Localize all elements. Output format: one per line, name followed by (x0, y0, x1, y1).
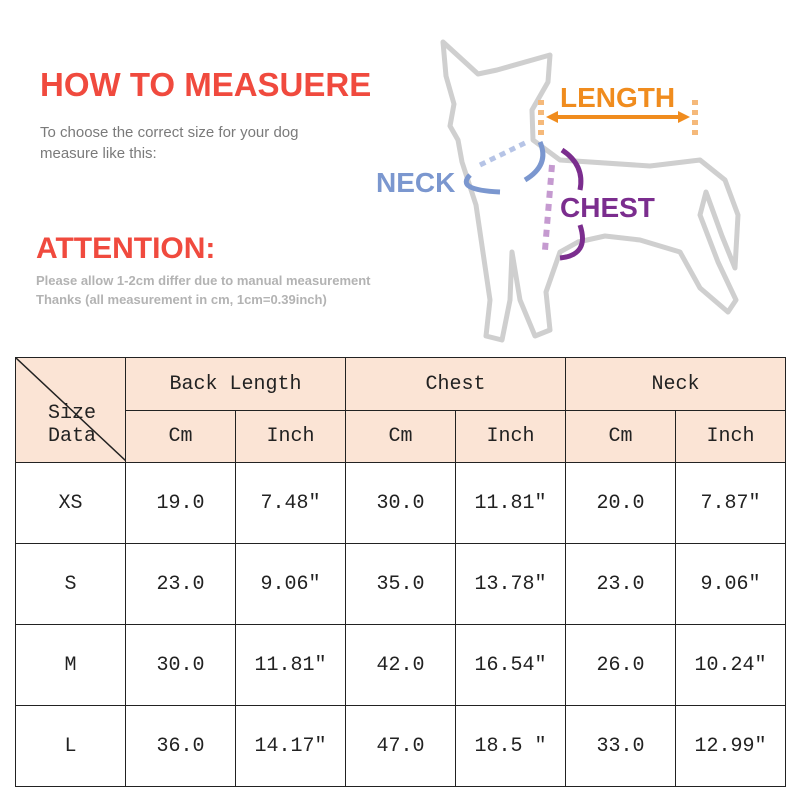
dog-outline (440, 39, 741, 343)
value-cell: 16.54″ (455, 624, 566, 706)
value-cell: 23.0 (565, 543, 676, 625)
size-chart-table: Size Data Back Length Chest Neck Cm Inch C… (15, 357, 786, 787)
page-title: HOW TO MEASUERE (40, 66, 372, 103)
length-label: LENGTH (560, 82, 675, 113)
note-line-2: Thanks (all measurement in cm, 1cm=0.39i… (36, 292, 327, 307)
corner-label: Size Data (47, 402, 96, 448)
value-cell: 12.99″ (675, 705, 786, 787)
unit-header: Cm (565, 410, 676, 463)
table-row: M 30.0 11.81″ 42.0 16.54″ 26.0 10.24″ (15, 624, 786, 706)
unit-header: Cm (345, 410, 456, 463)
value-cell: 30.0 (345, 462, 456, 544)
value-cell: 13.78″ (455, 543, 566, 625)
value-cell: 19.0 (125, 462, 236, 544)
size-cell: L (15, 705, 126, 787)
group-header-neck: Neck (565, 357, 786, 411)
size-cell: XS (15, 462, 126, 544)
value-cell: 47.0 (345, 705, 456, 787)
subtitle-line-2: measure like this: (40, 145, 157, 162)
value-cell: 7.48″ (235, 462, 346, 544)
size-cell: S (15, 543, 126, 625)
value-cell: 35.0 (345, 543, 456, 625)
table-row: XS 19.0 7.48″ 30.0 11.81″ 20.0 7.87″ (15, 462, 786, 544)
value-cell: 33.0 (565, 705, 676, 787)
table-row: S 23.0 9.06″ 35.0 13.78″ 23.0 9.06″ (15, 543, 786, 625)
value-cell: 14.17″ (235, 705, 346, 787)
value-cell: 11.81″ (235, 624, 346, 706)
table-row: L 36.0 14.17″ 47.0 18.5 ″ 33.0 12.99″ (15, 705, 786, 787)
value-cell: 18.5 ″ (455, 705, 566, 787)
dog-measurement-diagram: LENGTH NECK CHEST (376, 39, 741, 343)
neck-marker (463, 140, 546, 195)
size-cell: M (15, 624, 126, 706)
value-cell: 9.06″ (235, 543, 346, 625)
chest-marker (542, 147, 585, 261)
neck-label: NECK (376, 167, 455, 198)
unit-header: Cm (125, 410, 236, 463)
value-cell: 23.0 (125, 543, 236, 625)
value-cell: 42.0 (345, 624, 456, 706)
value-cell: 36.0 (125, 705, 236, 787)
unit-header: Inch (235, 410, 346, 463)
group-header-chest: Chest (345, 357, 566, 411)
value-cell: 30.0 (125, 624, 236, 706)
value-cell: 20.0 (565, 462, 676, 544)
group-header-back-length: Back Length (125, 357, 346, 411)
attention-heading: ATTENTION: (36, 232, 216, 265)
chest-label: CHEST (560, 192, 655, 223)
value-cell: 10.24″ (675, 624, 786, 706)
value-cell: 9.06″ (675, 543, 786, 625)
value-cell: 26.0 (565, 624, 676, 706)
value-cell: 11.81″ (455, 462, 566, 544)
subtitle-line-1: To choose the correct size for your dog (40, 124, 299, 141)
unit-header: Inch (455, 410, 566, 463)
value-cell: 7.87″ (675, 462, 786, 544)
corner-cell: Size Data (15, 357, 126, 463)
unit-header: Inch (675, 410, 786, 463)
length-marker (538, 100, 698, 135)
note-line-1: Please allow 1-2cm differ due to manual … (36, 273, 371, 288)
